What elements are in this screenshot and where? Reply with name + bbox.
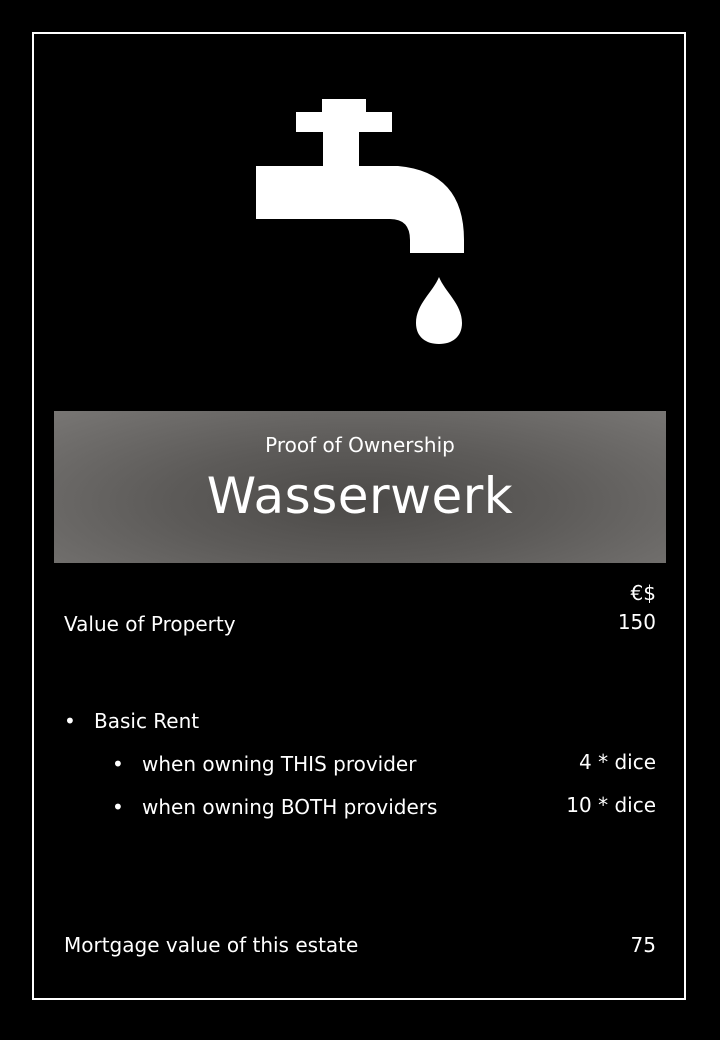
rent-row-amount: 4 * dice (579, 750, 656, 774)
card-title: Wasserwerk (206, 467, 514, 525)
title-band: Proof of Ownership Wasserwerk (54, 411, 666, 563)
card-frame (32, 32, 686, 1000)
rent-header: Basic Rent (94, 709, 200, 733)
rent-row-label: when owning THIS provider (142, 752, 417, 776)
rent-row-label: when owning BOTH providers (142, 795, 438, 819)
value-label: Value of Property (64, 612, 236, 636)
bullet-icon: • (112, 795, 124, 819)
currency-label: €$ (630, 581, 656, 605)
value-amount: 150 (617, 610, 656, 634)
water-tap-icon (256, 99, 464, 344)
mortgage-label: Mortgage value of this estate (64, 933, 359, 957)
bullet-icon: • (64, 709, 76, 733)
rent-row-amount: 10 * dice (566, 793, 656, 817)
mortgage-amount: 75 (630, 933, 656, 957)
card-subtitle: Proof of Ownership (265, 433, 455, 457)
bullet-icon: • (112, 752, 124, 776)
